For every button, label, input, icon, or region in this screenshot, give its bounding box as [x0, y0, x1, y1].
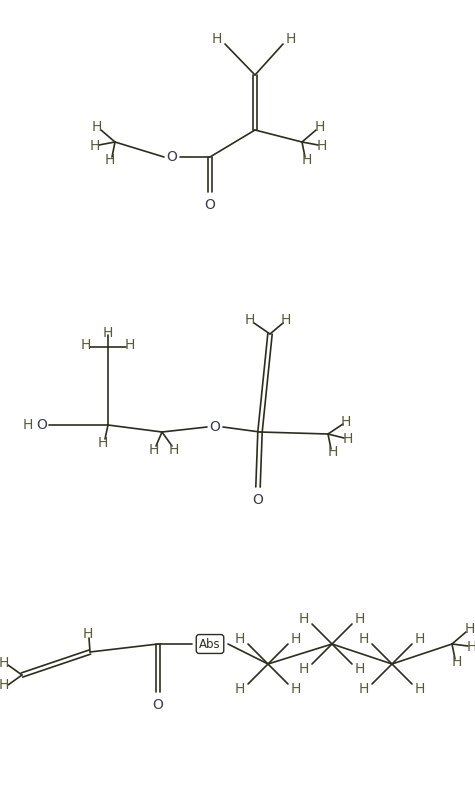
Text: H: H — [169, 443, 179, 457]
Text: H: H — [291, 682, 301, 696]
Text: H: H — [281, 313, 291, 327]
Text: H: H — [359, 682, 369, 696]
Text: H: H — [149, 443, 159, 457]
Text: O: O — [152, 698, 163, 712]
Text: H: H — [299, 662, 309, 676]
Text: H: H — [355, 662, 365, 676]
Text: O: O — [205, 198, 216, 212]
Text: H: H — [98, 436, 108, 450]
Text: H: H — [23, 418, 33, 432]
Text: H: H — [467, 640, 475, 654]
Text: H: H — [415, 682, 425, 696]
Text: H: H — [452, 655, 462, 669]
Text: H: H — [317, 139, 327, 153]
Text: H: H — [343, 432, 353, 446]
Text: O: O — [37, 418, 48, 432]
Text: H: H — [125, 338, 135, 352]
Text: H: H — [83, 627, 93, 641]
Text: H: H — [0, 678, 9, 692]
Text: H: H — [359, 632, 369, 646]
Text: H: H — [245, 313, 255, 327]
Text: H: H — [328, 445, 338, 459]
Text: H: H — [0, 656, 9, 670]
Text: H: H — [212, 32, 222, 46]
Text: H: H — [103, 326, 113, 340]
Text: H: H — [299, 612, 309, 626]
Text: H: H — [315, 120, 325, 134]
Text: H: H — [235, 632, 245, 646]
Text: H: H — [235, 682, 245, 696]
Text: H: H — [81, 338, 91, 352]
Text: H: H — [415, 632, 425, 646]
Text: H: H — [92, 120, 102, 134]
Text: H: H — [355, 612, 365, 626]
Text: H: H — [465, 622, 475, 636]
Text: H: H — [291, 632, 301, 646]
Text: Abs: Abs — [199, 638, 221, 650]
Text: H: H — [90, 139, 100, 153]
Text: H: H — [302, 153, 312, 167]
Text: O: O — [209, 420, 220, 434]
Text: O: O — [167, 150, 178, 164]
Text: H: H — [105, 153, 115, 167]
Text: H: H — [286, 32, 296, 46]
Text: H: H — [341, 415, 351, 429]
Text: O: O — [253, 493, 264, 507]
